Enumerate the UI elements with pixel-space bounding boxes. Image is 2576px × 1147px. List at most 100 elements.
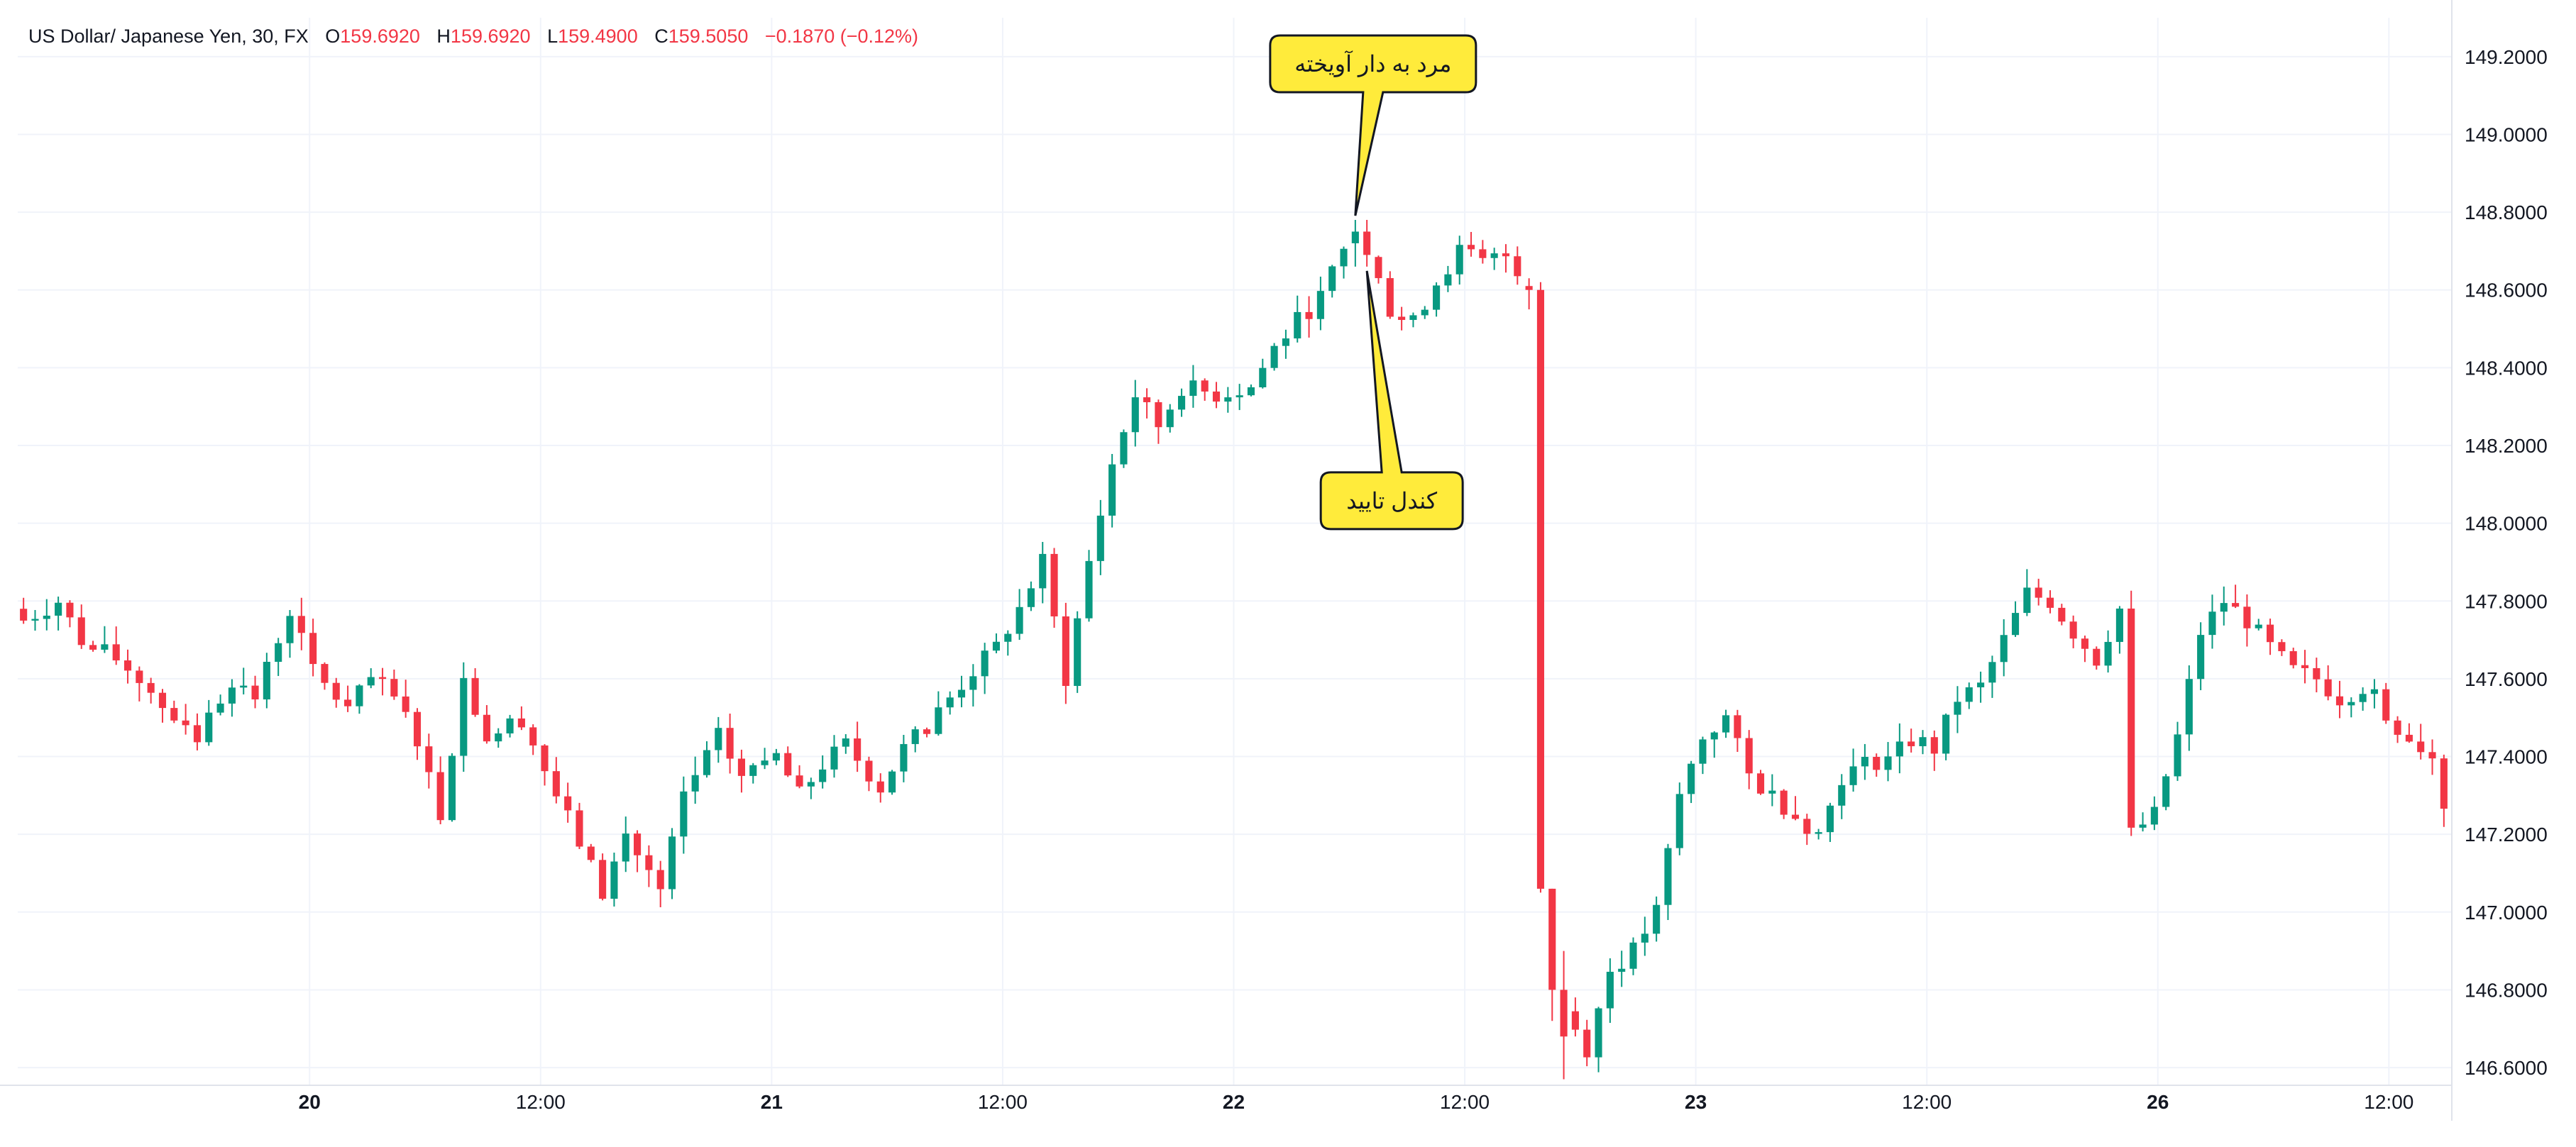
- candle-body: [2128, 608, 2135, 828]
- candle: [1085, 550, 1093, 622]
- candle-body: [622, 833, 629, 862]
- candle-body: [1908, 741, 1915, 746]
- candle: [1710, 731, 1718, 758]
- close-value: 159.5050: [668, 26, 749, 47]
- open-value: 159.6920: [340, 26, 420, 47]
- candle-body: [275, 643, 282, 663]
- candle-body: [796, 775, 803, 787]
- candle-body: [1386, 278, 1394, 317]
- candle-body: [599, 860, 607, 899]
- candle-body: [737, 758, 745, 776]
- candle: [1421, 306, 1429, 319]
- candle: [2104, 630, 2112, 673]
- candle-body: [147, 682, 155, 693]
- candle: [1908, 728, 1915, 753]
- candle: [2347, 697, 2355, 718]
- candle-body: [1838, 785, 1846, 806]
- candle-body: [1444, 274, 1452, 286]
- callout-text: مرد به دار آویخته: [1294, 50, 1451, 77]
- candle-body: [1305, 311, 1313, 319]
- candle: [1270, 343, 1278, 371]
- candle-body: [2093, 648, 2101, 666]
- candle-body: [749, 765, 757, 776]
- candle-body: [564, 796, 572, 811]
- candle: [784, 746, 792, 777]
- candle: [495, 728, 502, 748]
- candle-body: [1675, 794, 1683, 848]
- callout-confirmation-candle[interactable]: کندل تایید: [1319, 270, 1464, 531]
- candle: [1873, 753, 1881, 777]
- candle-body: [2000, 635, 2008, 663]
- price-tick-label: 149.0000: [2465, 123, 2548, 145]
- candle-body: [1189, 380, 1197, 397]
- candle-body: [2440, 758, 2448, 809]
- candle: [1004, 630, 1012, 656]
- candle-body: [1062, 616, 1069, 686]
- callout-hanging-man[interactable]: مرد به دار آویخته: [1269, 34, 1477, 216]
- candle-body: [1745, 738, 1753, 774]
- candle-body: [656, 870, 664, 890]
- candle: [1398, 306, 1406, 331]
- candle-body: [1015, 606, 1023, 634]
- price-tick-label: 147.0000: [2465, 902, 2548, 924]
- candle-body: [20, 609, 28, 621]
- candle: [1178, 388, 1186, 417]
- candle: [1235, 384, 1243, 411]
- price-tick-label: 147.8000: [2465, 590, 2548, 612]
- candle: [900, 735, 908, 782]
- candle-body: [251, 685, 259, 699]
- candle-body: [402, 696, 409, 712]
- candle-body: [2081, 638, 2089, 649]
- candle-body: [2405, 734, 2413, 742]
- candle-body: [2255, 624, 2262, 628]
- candle-body: [2208, 611, 2216, 636]
- time-tick-label: 23: [1685, 1091, 1707, 1113]
- candle-body: [1340, 248, 1348, 267]
- candle-body: [1710, 732, 1718, 740]
- candle: [1386, 271, 1394, 319]
- candle: [2115, 606, 2123, 654]
- candle: [251, 675, 259, 709]
- candle-body: [1895, 741, 1903, 757]
- candle: [2382, 682, 2390, 724]
- candle-body: [1965, 687, 1973, 702]
- candle-body: [1861, 756, 1868, 767]
- candle-body: [911, 729, 919, 744]
- candle: [2417, 724, 2425, 760]
- price-tick-label: 147.6000: [2465, 668, 2548, 690]
- candle-body: [1027, 588, 1035, 607]
- candle: [2058, 604, 2066, 626]
- candle-body: [390, 679, 398, 697]
- candle: [1375, 255, 1382, 284]
- candle-body: [332, 682, 340, 700]
- candle-body: [66, 602, 74, 618]
- candle: [158, 689, 167, 723]
- candle-body: [2150, 807, 2158, 825]
- candle-body: [1050, 553, 1058, 616]
- candle-body: [1826, 805, 1834, 833]
- candle-body: [957, 689, 966, 698]
- candle: [1815, 829, 1822, 840]
- candle-body: [1421, 309, 1429, 316]
- candle: [1536, 282, 1545, 893]
- candle-body: [1756, 773, 1765, 794]
- symbol-name[interactable]: US Dollar/ Japanese Yen, 30, FX: [28, 26, 309, 47]
- candle-body: [1560, 990, 1568, 1037]
- candle: [1328, 265, 1336, 298]
- candle: [842, 733, 849, 754]
- candle-body: [1351, 231, 1359, 243]
- candle: [2220, 586, 2228, 626]
- candle-body: [1467, 245, 1475, 250]
- candle-body: [1375, 257, 1382, 279]
- open-label: O: [325, 26, 341, 47]
- candle: [1212, 382, 1221, 409]
- candle: [552, 757, 560, 804]
- candle-body: [819, 769, 827, 782]
- candle: [309, 619, 317, 677]
- candle: [1490, 248, 1498, 270]
- low-label: L: [547, 26, 558, 47]
- candle: [761, 748, 769, 770]
- candle: [378, 667, 387, 696]
